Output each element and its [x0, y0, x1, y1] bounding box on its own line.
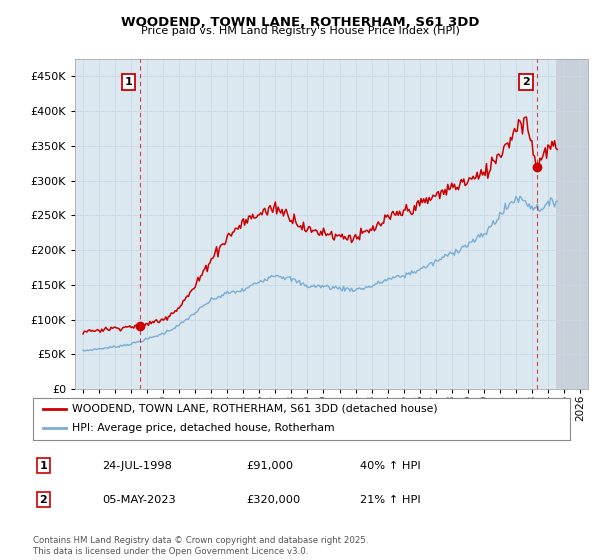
Text: HPI: Average price, detached house, Rotherham: HPI: Average price, detached house, Roth… [71, 423, 334, 433]
Text: 1: 1 [125, 77, 133, 87]
Text: Price paid vs. HM Land Registry's House Price Index (HPI): Price paid vs. HM Land Registry's House … [140, 26, 460, 36]
Text: £320,000: £320,000 [246, 494, 300, 505]
Text: 2: 2 [522, 77, 530, 87]
Text: Contains HM Land Registry data © Crown copyright and database right 2025.
This d: Contains HM Land Registry data © Crown c… [33, 536, 368, 556]
Text: 2: 2 [40, 494, 47, 505]
Text: WOODEND, TOWN LANE, ROTHERHAM, S61 3DD: WOODEND, TOWN LANE, ROTHERHAM, S61 3DD [121, 16, 479, 29]
Text: WOODEND, TOWN LANE, ROTHERHAM, S61 3DD (detached house): WOODEND, TOWN LANE, ROTHERHAM, S61 3DD (… [71, 404, 437, 414]
Text: £91,000: £91,000 [246, 461, 293, 471]
Text: 05-MAY-2023: 05-MAY-2023 [102, 494, 176, 505]
Text: 21% ↑ HPI: 21% ↑ HPI [360, 494, 421, 505]
Text: 1: 1 [40, 461, 47, 471]
Text: 24-JUL-1998: 24-JUL-1998 [102, 461, 172, 471]
Bar [556, 59, 588, 389]
Text: 40% ↑ HPI: 40% ↑ HPI [360, 461, 421, 471]
